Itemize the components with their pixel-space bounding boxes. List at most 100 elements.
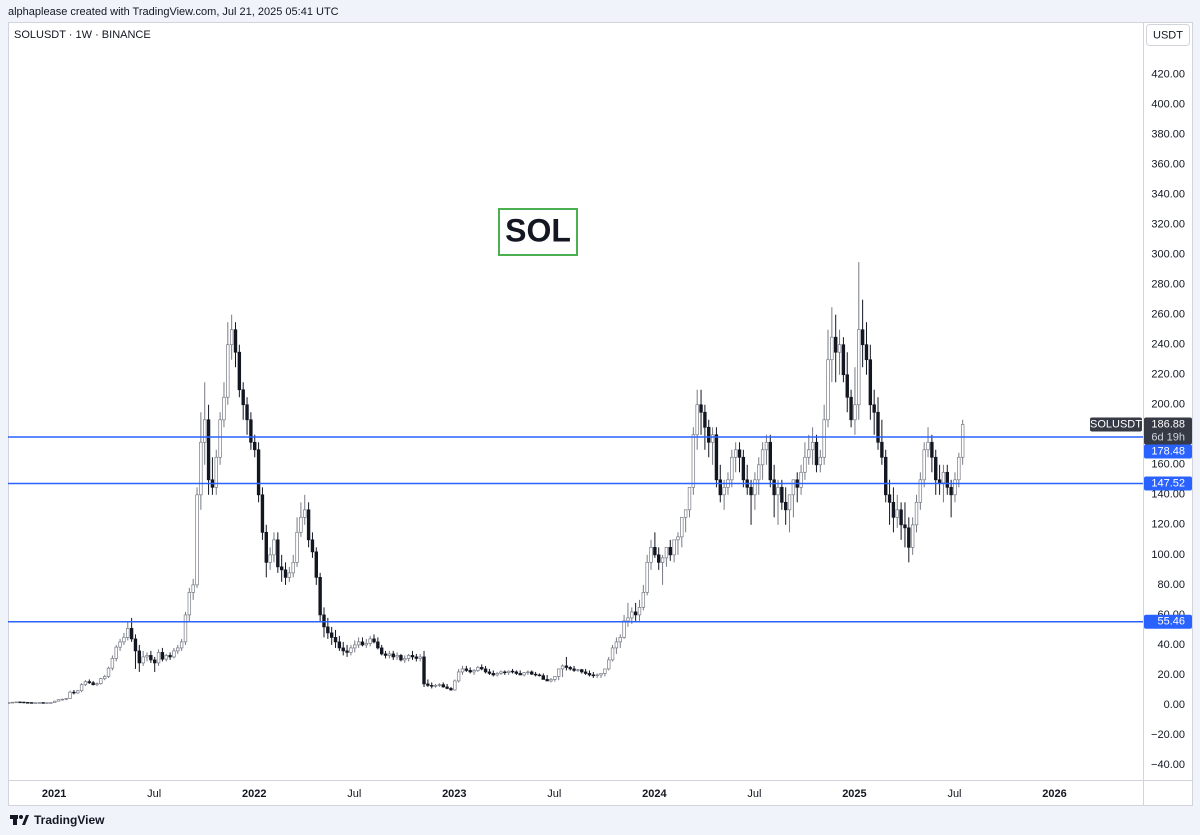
candle-body [418, 656, 422, 659]
candle-body [480, 667, 484, 670]
footer-brand: TradingView [34, 813, 105, 827]
candle-body [587, 673, 592, 676]
x-tick-label: Jul [147, 788, 161, 800]
candle-body [322, 614, 326, 628]
candle-body [680, 516, 684, 538]
x-tick-label: Jul [747, 788, 761, 800]
candle-body [541, 675, 545, 680]
candle-body [95, 683, 99, 686]
candle-body [399, 655, 403, 661]
candle-body [102, 676, 107, 680]
symbol-title: SOLUSDT · 1W · BINANCE [14, 29, 151, 41]
candle-body [87, 681, 91, 684]
candle-body [114, 646, 118, 659]
candle-body [299, 516, 303, 533]
candle-body [18, 701, 22, 704]
candle-body [222, 396, 226, 421]
candle-body [14, 701, 18, 704]
candle-body [672, 539, 676, 556]
candle-body [841, 344, 846, 376]
candle-body [830, 336, 834, 361]
level-label: 178.48 [1151, 445, 1185, 457]
candle-body [460, 668, 465, 673]
level-label: 147.52 [1151, 477, 1185, 489]
candle-body [683, 509, 688, 518]
candle-body [691, 434, 696, 488]
candle-body [176, 647, 180, 652]
candle-body [310, 539, 315, 553]
candle-body [99, 678, 103, 684]
candle-body [822, 419, 826, 458]
candle-body [583, 671, 588, 674]
candle-body [887, 494, 892, 503]
candle-body [733, 449, 738, 458]
candle-body [803, 456, 807, 473]
candle-body [860, 329, 865, 346]
candle-body [199, 441, 203, 496]
candle-body [241, 389, 245, 406]
level-label-box [1144, 476, 1192, 491]
x-tick-label: 2025 [842, 788, 866, 800]
candle-body [145, 655, 149, 658]
candle-body [226, 344, 230, 398]
candle-body [341, 647, 345, 652]
x-tick-label: Jul [547, 788, 561, 800]
candle-body [79, 684, 84, 692]
candle-body [910, 524, 915, 548]
candle-body [314, 551, 318, 578]
candle-body [118, 641, 122, 648]
candle-body [907, 527, 911, 548]
candle-body [291, 562, 295, 574]
candle-body [483, 668, 488, 673]
candle-body [133, 638, 138, 652]
candle-body [8, 702, 11, 704]
candle-body [179, 641, 184, 649]
candle-body [722, 486, 726, 496]
candle-body [641, 592, 646, 608]
candle-body [918, 479, 923, 503]
candle-body [126, 628, 130, 638]
last-price-box [1144, 417, 1192, 445]
y-tick-label: 160.00 [1151, 459, 1185, 471]
candle-body [591, 674, 596, 677]
candle-body [595, 674, 599, 677]
candle-body [495, 673, 499, 676]
last-price-label: 186.88 [1151, 418, 1185, 430]
candle-body [91, 682, 95, 686]
candle-body [764, 441, 769, 451]
candle-body [283, 569, 288, 578]
candle-body [537, 674, 542, 677]
y-tick-label: 380.00 [1151, 128, 1185, 140]
y-tick-label: 340.00 [1151, 189, 1185, 201]
candle-body [306, 509, 311, 541]
candle-body [687, 486, 692, 511]
candle-body [626, 617, 630, 622]
candle-body [699, 404, 703, 413]
candle-body [741, 456, 746, 481]
candle-body [487, 671, 492, 674]
candle-body [695, 404, 699, 436]
candle-body [757, 464, 761, 481]
candle-body [622, 620, 626, 638]
candle-body [360, 641, 365, 646]
x-tick-label: 2024 [642, 788, 667, 800]
candle-body [476, 667, 480, 671]
candle-body [172, 650, 176, 658]
candle-body [776, 486, 780, 496]
candle-body [610, 647, 615, 661]
candle-body [156, 652, 161, 664]
candle-body [676, 536, 680, 541]
candle-body [37, 702, 41, 704]
candle-body [433, 685, 438, 687]
candle-body [453, 680, 457, 691]
candle-body [356, 641, 361, 646]
candle-body [810, 441, 815, 451]
candle-body [533, 673, 538, 676]
candle-body [645, 562, 649, 593]
candle-body [426, 683, 430, 686]
candle-body [380, 647, 384, 655]
candle-body [576, 669, 580, 671]
candle-body [930, 441, 934, 458]
candle-body [129, 628, 134, 640]
